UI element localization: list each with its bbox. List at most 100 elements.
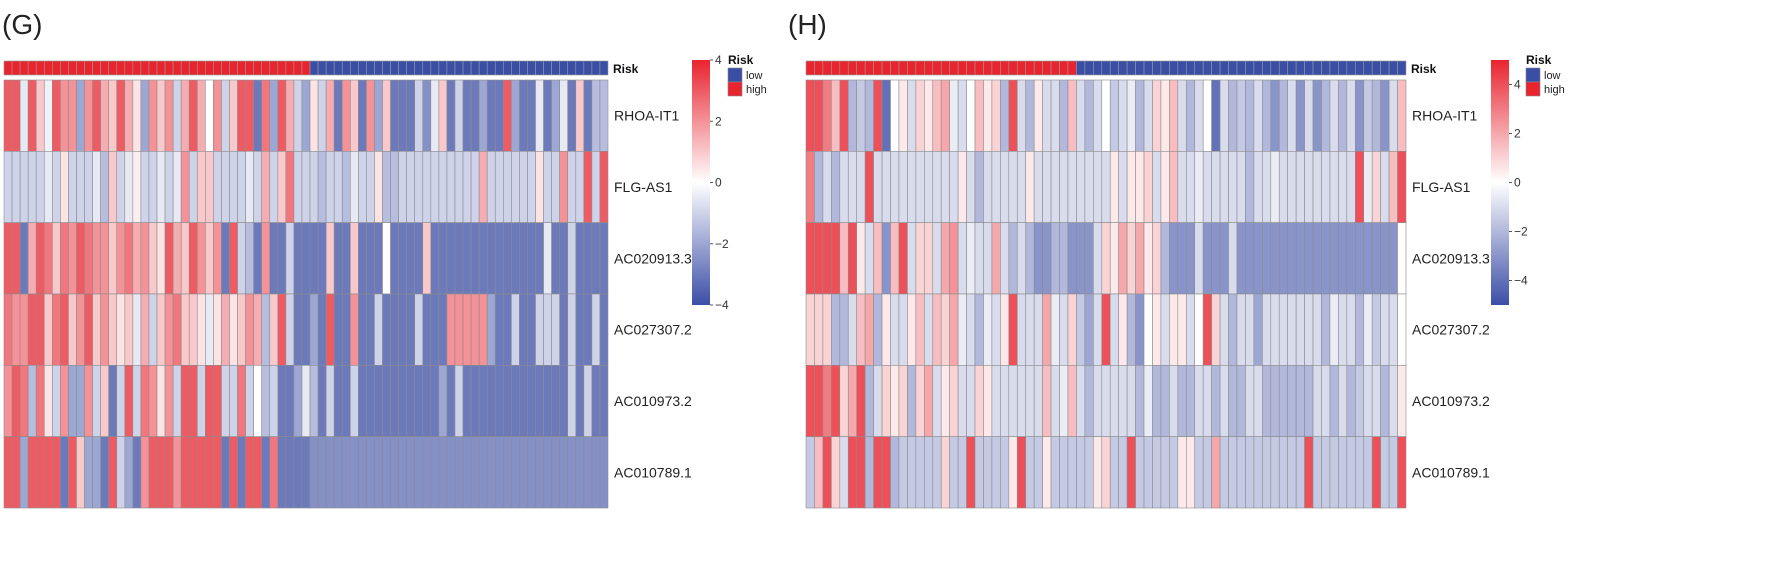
- heatmap-cell: [19, 436, 29, 509]
- heatmap-cell: [1143, 79, 1153, 152]
- heatmap-cell: [76, 293, 85, 366]
- heatmap-cell: [503, 436, 512, 509]
- heatmap-cell: [1338, 222, 1348, 295]
- heatmap-cell: [583, 293, 593, 366]
- row-label: RHOA-IT1: [614, 108, 680, 124]
- heatmap-cell: [1143, 365, 1153, 437]
- heatmap-cell: [890, 79, 900, 152]
- heatmap-cell: [148, 293, 158, 366]
- heatmap-cell: [430, 222, 440, 295]
- heatmap-cell: [406, 79, 416, 152]
- heatmap-cell: [277, 151, 287, 223]
- heatmap-cell: [148, 151, 158, 223]
- heatmap-cell: [3, 365, 13, 437]
- heatmap-cell: [839, 365, 849, 437]
- risk-cell: [438, 60, 448, 76]
- risk-cell: [382, 60, 391, 76]
- heatmap-cell: [100, 79, 109, 152]
- heatmap-cell: [1109, 436, 1119, 509]
- heatmap-cell: [462, 436, 472, 509]
- heatmap-cell: [983, 151, 993, 223]
- heatmap-cell: [349, 79, 359, 152]
- heatmap-cell: [124, 293, 134, 366]
- heatmap-cell: [124, 365, 134, 437]
- heatmap-cell: [1067, 293, 1077, 366]
- heatmap-cell: [180, 365, 190, 437]
- heatmap-cell: [341, 151, 351, 223]
- heatmap-cell: [470, 365, 480, 437]
- risk-cell: [277, 60, 287, 76]
- heatmap-cell: [486, 293, 496, 366]
- heatmap-cell: [1126, 293, 1136, 366]
- risk-cell: [84, 60, 93, 76]
- heatmap-cell: [3, 222, 13, 295]
- heatmap-cell: [229, 293, 238, 366]
- heatmap-cell: [486, 79, 496, 152]
- heatmap-cell: [1016, 365, 1027, 437]
- heatmap-cell: [1059, 151, 1069, 223]
- heatmap-cell: [213, 151, 222, 223]
- heatmap-cell: [1262, 222, 1272, 295]
- heatmap-cell: [422, 365, 432, 437]
- risk-cell: [1397, 60, 1407, 76]
- heatmap-cell: [551, 365, 560, 437]
- heatmap-cell: [1109, 293, 1119, 366]
- heatmap-cell: [116, 151, 126, 223]
- heatmap-cell: [43, 222, 53, 295]
- risk-cell: [229, 60, 238, 76]
- heatmap-cell: [172, 293, 182, 366]
- heatmap-cell: [559, 222, 569, 295]
- heatmap-cell: [1312, 151, 1322, 223]
- heatmap-cell: [1135, 79, 1145, 152]
- heatmap-cell: [1084, 79, 1094, 152]
- risk-cell: [1338, 60, 1348, 76]
- risk-cell: [358, 60, 367, 76]
- heatmap-cell: [414, 151, 424, 223]
- heatmap-cell: [974, 293, 984, 366]
- heatmap-cell: [1338, 365, 1348, 437]
- heatmap-cell: [1076, 436, 1086, 509]
- heatmap-cell: [932, 436, 942, 509]
- heatmap-cell: [140, 222, 150, 295]
- heatmap-cell: [1287, 79, 1297, 152]
- heatmap-cell: [1363, 151, 1373, 223]
- risk-cell: [140, 60, 150, 76]
- heatmap-cell: [470, 79, 480, 152]
- risk-cell: [1135, 60, 1145, 76]
- risk-cell: [188, 60, 198, 76]
- heatmap-cell: [856, 436, 866, 509]
- heatmap-cell: [309, 365, 319, 437]
- heatmap-cell: [1346, 436, 1356, 509]
- heatmap-cell: [325, 365, 335, 437]
- risk-cell: [11, 60, 21, 76]
- heatmap-cell: [446, 293, 456, 366]
- risk-cell: [116, 60, 126, 76]
- risk-cell: [1033, 60, 1043, 76]
- heatmap-cell: [856, 79, 866, 152]
- heatmap-cell: [1202, 151, 1212, 223]
- heatmap-cell: [341, 79, 351, 152]
- heatmap-cell: [438, 436, 448, 509]
- heatmap-cell: [1152, 151, 1162, 223]
- heatmap-cell: [1278, 365, 1288, 437]
- heatmap-cell: [261, 222, 271, 295]
- risk-cell: [1329, 60, 1339, 76]
- heatmap-cell: [374, 293, 383, 366]
- heatmap-cell: [317, 79, 327, 152]
- heatmap-cell: [873, 79, 883, 152]
- heatmap-cell: [1253, 293, 1263, 366]
- heatmap-cell: [847, 151, 858, 223]
- heatmap-cell: [1338, 151, 1348, 223]
- risk-cell: [478, 60, 488, 76]
- heatmap-cell: [1354, 365, 1365, 437]
- heatmap-cell: [583, 151, 593, 223]
- heatmap-cell: [92, 222, 101, 295]
- heatmap-cell: [494, 365, 504, 437]
- heatmap-cell: [422, 293, 432, 366]
- heatmap-cell: [991, 79, 1001, 152]
- heatmap-cell: [847, 293, 858, 366]
- heatmap-cell: [831, 151, 841, 223]
- heatmap-cell: [27, 222, 37, 295]
- heatmap-cell: [84, 293, 93, 366]
- heatmap-cell: [847, 222, 858, 295]
